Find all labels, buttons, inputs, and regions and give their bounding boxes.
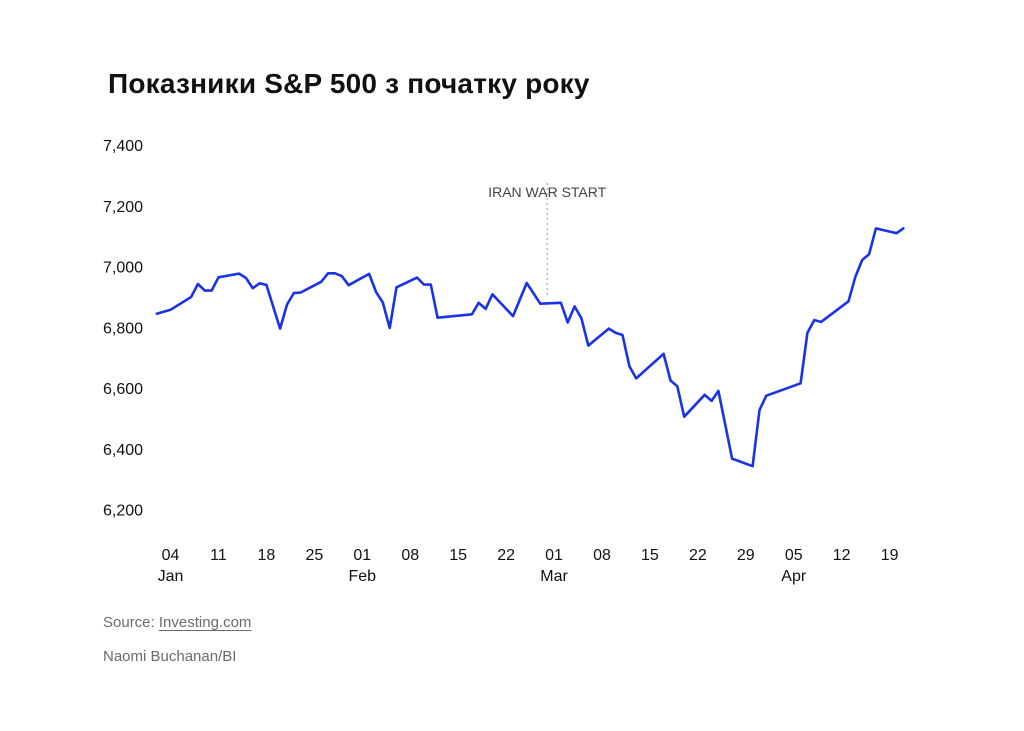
series-group [155, 227, 905, 468]
series-line [155, 227, 905, 468]
x-tick-label: 19 [881, 547, 899, 564]
x-tick-label: 15 [449, 547, 467, 564]
x-month-label: Apr [781, 568, 807, 585]
y-tick-label: 6,200 [103, 503, 143, 520]
x-month-label: Jan [158, 568, 184, 585]
y-tick-label: 6,800 [103, 320, 143, 337]
x-tick-label: 22 [689, 547, 707, 564]
x-tick-label: 08 [401, 547, 419, 564]
x-tick-label: 08 [593, 547, 611, 564]
annotations: IRAN WAR START [488, 183, 607, 296]
x-tick-label: 11 [210, 547, 227, 564]
credit-note: Naomi Buchanan/BI [103, 648, 237, 665]
y-tick-label: 6,400 [103, 442, 143, 459]
source-label: Source: [103, 614, 155, 631]
x-tick-label: 15 [641, 547, 659, 564]
y-axis: 6,200 6,400 6,600 6,800 7,000 7,200 7,400 [103, 138, 143, 519]
x-tick-label: 22 [497, 547, 515, 564]
x-tick-label: 05 [785, 547, 803, 564]
x-axis: 04 Jan 11 18 25 01 Feb 08 15 22 01 Mar 08 15 22 29 05 Apr… [158, 547, 899, 585]
x-tick-label: 25 [305, 547, 323, 564]
y-tick-label: 6,600 [103, 381, 143, 398]
x-tick-label: 01 [353, 547, 371, 564]
annotation-label: IRAN WAR START [488, 184, 606, 200]
x-month-label: Feb [349, 568, 377, 585]
x-tick-label: 29 [737, 547, 755, 564]
chart-title: Показники S&P 500 з початку року [108, 68, 590, 99]
x-tick-label: 01 [545, 547, 563, 564]
x-tick-label: 04 [162, 547, 180, 564]
y-tick-label: 7,200 [103, 199, 143, 216]
x-month-label: Mar [540, 568, 568, 585]
y-tick-label: 7,400 [103, 138, 143, 155]
source-note: Source: Investing.com [103, 614, 251, 631]
source-link[interactable]: Investing.com [158, 614, 252, 631]
x-tick-label: 18 [258, 547, 276, 564]
y-tick-label: 7,000 [103, 260, 143, 277]
x-tick-label: 12 [833, 547, 851, 564]
